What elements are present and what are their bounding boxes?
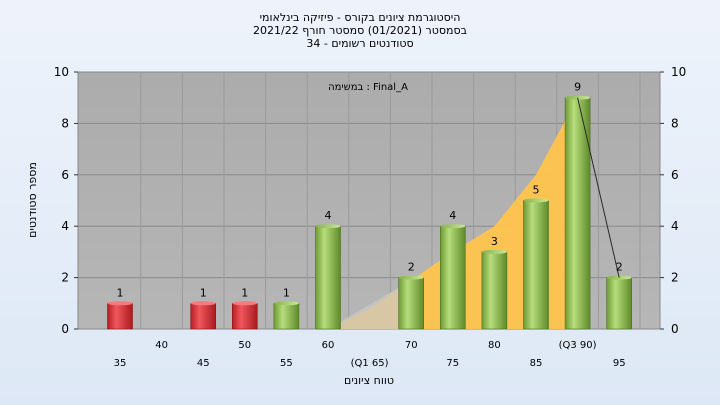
data-label-60: 4 bbox=[325, 209, 332, 222]
bar-cap-75 bbox=[440, 224, 466, 229]
bar-cap-50 bbox=[232, 301, 258, 306]
data-label-50: 1 bbox=[241, 286, 248, 299]
x-tick-label-65: (Q1 65) bbox=[351, 358, 389, 369]
data-label-45: 1 bbox=[200, 286, 207, 299]
bar-90 bbox=[564, 97, 591, 330]
x-axis-label: טווח ציונים bbox=[344, 374, 394, 387]
bar-50 bbox=[232, 302, 258, 330]
x-tick-label-90: (Q3 90) bbox=[559, 340, 597, 351]
y-tick-label-right: 8 bbox=[671, 116, 679, 130]
x-tick-label-55: 55 bbox=[280, 358, 293, 369]
bar-cap-45 bbox=[190, 301, 216, 306]
background-area bbox=[328, 97, 578, 329]
bar-70 bbox=[398, 277, 425, 330]
chart-title-line-1: היסטוגרמת ציונים בקורס - פיזיקה בינלאומי bbox=[260, 11, 461, 24]
chart-title-line-3: סטודנטים רשומים - 34 bbox=[306, 37, 413, 50]
y-tick-label-right: 0 bbox=[671, 322, 679, 336]
x-tick-label-50: 50 bbox=[238, 340, 251, 351]
y-axis-right-ticks: 0 2 4 6 8 10 bbox=[660, 65, 686, 336]
data-label-35: 1 bbox=[117, 286, 124, 299]
x-tick-label-70: 70 bbox=[405, 340, 418, 351]
y-tick-label-left: 2 bbox=[61, 271, 69, 285]
y-tick-label-left: 6 bbox=[61, 168, 69, 182]
y-axis-label: מספר סטודנטים bbox=[26, 162, 39, 238]
bar-95 bbox=[606, 277, 633, 330]
bar-55 bbox=[273, 302, 300, 330]
data-labels: 1 1 1 1 4 2 4 3 5 9 2 bbox=[117, 81, 623, 300]
bar-80 bbox=[481, 251, 508, 330]
data-label-85: 5 bbox=[533, 184, 540, 197]
y-axis-left-ticks: 0 2 4 6 8 10 bbox=[54, 65, 78, 336]
x-tick-label-45: 45 bbox=[197, 358, 210, 369]
area-shade bbox=[328, 280, 412, 329]
x-axis-ticks: 35 40 45 50 55 60 (Q1 65) 70 75 80 85 (Q3 90) 95 bbox=[114, 340, 626, 369]
y-tick-label-left: 8 bbox=[61, 116, 69, 130]
bar-cap-70 bbox=[398, 275, 424, 280]
y-tick-label-left: 10 bbox=[54, 65, 69, 79]
y-tick-label-left: 4 bbox=[61, 219, 69, 233]
bar-cap-55 bbox=[273, 301, 299, 306]
bar-45 bbox=[190, 302, 216, 330]
x-tick-label-35: 35 bbox=[114, 358, 127, 369]
x-tick-label-75: 75 bbox=[446, 358, 459, 369]
x-tick-label-80: 80 bbox=[488, 340, 501, 351]
area-fill bbox=[328, 97, 578, 329]
bar-cap-85 bbox=[523, 198, 549, 203]
bar-35 bbox=[107, 302, 133, 330]
data-label-75: 4 bbox=[449, 209, 456, 222]
y-tick-label-left: 0 bbox=[61, 322, 69, 336]
bar-cap-80 bbox=[481, 249, 507, 254]
bar-75 bbox=[439, 225, 466, 330]
x-tick-label-95: 95 bbox=[613, 358, 626, 369]
y-tick-label-right: 2 bbox=[671, 271, 679, 285]
data-label-55: 1 bbox=[283, 286, 290, 299]
tail-line bbox=[577, 97, 620, 278]
x-tick-label-60: 60 bbox=[322, 340, 335, 351]
bar-cap-35 bbox=[107, 301, 133, 306]
task-label: במשימה : Final_A bbox=[328, 82, 408, 93]
y-tick-label-right: 6 bbox=[671, 168, 679, 182]
data-label-80: 3 bbox=[491, 235, 498, 248]
chart-title-line-2: בסמסטר (01/2021) סמסטר חורף 2021/22 bbox=[253, 24, 467, 37]
bar-cap-60 bbox=[315, 224, 341, 229]
data-label-95: 2 bbox=[616, 261, 623, 274]
y-tick-label-right: 4 bbox=[671, 219, 679, 233]
data-label-70: 2 bbox=[408, 261, 415, 274]
bar-85 bbox=[523, 200, 549, 330]
bar-60 bbox=[315, 225, 341, 330]
bars bbox=[107, 95, 633, 330]
data-label-90: 9 bbox=[574, 81, 581, 94]
x-tick-label-40: 40 bbox=[155, 340, 168, 351]
y-tick-label-right: 10 bbox=[671, 65, 686, 79]
x-tick-label-85: 85 bbox=[530, 358, 543, 369]
